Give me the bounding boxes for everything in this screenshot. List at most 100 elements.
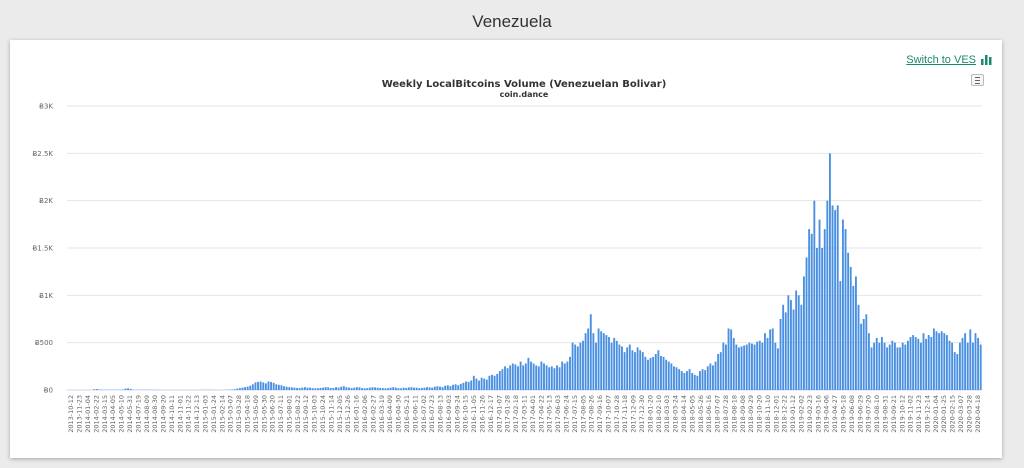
bar[interactable]: [683, 372, 686, 390]
bar[interactable]: [444, 385, 447, 390]
bar[interactable]: [592, 333, 595, 390]
bar[interactable]: [561, 361, 564, 390]
bar[interactable]: [735, 344, 738, 390]
bar[interactable]: [439, 386, 441, 390]
bar[interactable]: [272, 382, 275, 390]
bar[interactable]: [392, 387, 395, 390]
bar[interactable]: [418, 388, 421, 390]
bar[interactable]: [376, 387, 379, 390]
bar[interactable]: [381, 388, 384, 390]
bar[interactable]: [657, 350, 660, 390]
bar[interactable]: [319, 387, 322, 390]
bar[interactable]: [870, 347, 873, 390]
bar[interactable]: [613, 337, 616, 390]
bar[interactable]: [548, 367, 551, 390]
bar[interactable]: [233, 389, 236, 390]
bar[interactable]: [238, 388, 241, 390]
bar[interactable]: [618, 344, 621, 390]
bar[interactable]: [621, 346, 623, 390]
bar[interactable]: [605, 335, 608, 390]
bar[interactable]: [571, 342, 574, 390]
bar[interactable]: [675, 367, 678, 390]
bar[interactable]: [756, 341, 759, 390]
bar[interactable]: [670, 363, 673, 390]
bar[interactable]: [322, 387, 324, 390]
bar[interactable]: [644, 356, 647, 390]
bar[interactable]: [641, 352, 644, 390]
bar[interactable]: [426, 387, 428, 390]
bar[interactable]: [543, 363, 545, 390]
bar[interactable]: [454, 384, 457, 390]
bar[interactable]: [324, 387, 327, 390]
bar[interactable]: [280, 385, 283, 390]
bar[interactable]: [803, 276, 805, 390]
bar[interactable]: [893, 342, 896, 390]
bar[interactable]: [389, 387, 392, 390]
bar[interactable]: [501, 369, 504, 390]
bar[interactable]: [795, 290, 798, 390]
bar[interactable]: [860, 323, 863, 390]
bar[interactable]: [540, 361, 543, 390]
bar[interactable]: [709, 363, 712, 390]
bar[interactable]: [348, 387, 350, 390]
bar[interactable]: [867, 333, 870, 390]
bar[interactable]: [519, 361, 522, 390]
bar[interactable]: [589, 314, 592, 390]
bar[interactable]: [831, 205, 834, 390]
bar[interactable]: [527, 357, 530, 390]
bar[interactable]: [95, 389, 98, 390]
bar[interactable]: [303, 387, 306, 390]
bar[interactable]: [774, 342, 777, 390]
bar[interactable]: [441, 387, 444, 390]
bar[interactable]: [475, 378, 478, 390]
bar[interactable]: [371, 387, 374, 390]
bar[interactable]: [254, 382, 257, 390]
bar[interactable]: [875, 337, 878, 390]
bar[interactable]: [847, 252, 850, 390]
bar[interactable]: [309, 387, 311, 390]
bar[interactable]: [764, 333, 766, 390]
bar[interactable]: [511, 363, 514, 390]
bar[interactable]: [732, 337, 735, 390]
bar[interactable]: [470, 380, 473, 390]
bar[interactable]: [524, 363, 527, 390]
bar[interactable]: [532, 363, 535, 390]
bar[interactable]: [979, 344, 982, 390]
bar[interactable]: [940, 331, 943, 390]
bar[interactable]: [579, 342, 582, 390]
bar[interactable]: [821, 248, 824, 390]
bar[interactable]: [777, 348, 779, 390]
bar[interactable]: [522, 365, 525, 390]
bar[interactable]: [758, 340, 761, 390]
bar[interactable]: [358, 387, 361, 390]
bar[interactable]: [841, 219, 844, 390]
bar[interactable]: [488, 375, 491, 390]
bar[interactable]: [576, 346, 579, 390]
bar[interactable]: [530, 361, 532, 390]
bar[interactable]: [699, 371, 701, 390]
bar[interactable]: [355, 387, 358, 390]
bar[interactable]: [948, 340, 951, 390]
bar[interactable]: [595, 342, 597, 390]
bar[interactable]: [800, 304, 803, 390]
bar[interactable]: [483, 378, 486, 390]
bar[interactable]: [350, 388, 353, 390]
bar[interactable]: [290, 387, 293, 390]
bar[interactable]: [267, 381, 270, 390]
bar[interactable]: [634, 352, 636, 390]
bar[interactable]: [462, 382, 465, 390]
bar[interactable]: [751, 343, 753, 390]
bar[interactable]: [509, 365, 512, 390]
bar[interactable]: [262, 382, 265, 390]
bar[interactable]: [686, 371, 688, 390]
bar[interactable]: [935, 331, 938, 390]
bar[interactable]: [680, 371, 683, 390]
bar[interactable]: [428, 387, 431, 390]
bar[interactable]: [496, 373, 499, 390]
bar[interactable]: [413, 387, 415, 390]
bar[interactable]: [652, 356, 655, 390]
bar[interactable]: [844, 229, 847, 390]
bar[interactable]: [706, 366, 709, 390]
bar[interactable]: [701, 369, 704, 390]
bar[interactable]: [397, 388, 400, 390]
